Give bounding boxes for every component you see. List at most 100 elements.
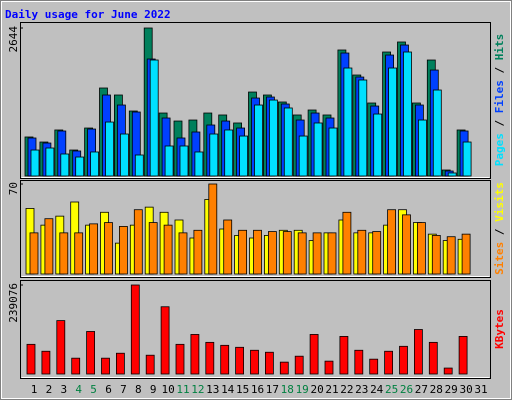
bar: [133, 209, 143, 275]
x-tick-label: 14: [221, 383, 235, 396]
x-tick-label: 11: [176, 383, 189, 396]
y-tick-label: 70: [7, 182, 20, 195]
bar: [354, 349, 364, 375]
x-tick-label: 10: [161, 383, 174, 396]
bar: [60, 153, 70, 177]
bar: [205, 341, 215, 375]
bar: [148, 222, 158, 275]
legend-entry: Sites: [493, 242, 506, 275]
x-tick-label: 3: [60, 383, 67, 396]
bar: [298, 135, 308, 177]
bar: [283, 107, 293, 177]
x-tick-label: 16: [251, 383, 264, 396]
bar: [357, 229, 367, 275]
bar: [446, 236, 456, 275]
x-tick-label: 2: [46, 383, 53, 396]
bar: [149, 59, 159, 177]
x-tick-label: 18: [281, 383, 294, 396]
bar: [282, 231, 292, 275]
x-tick-label: 19: [296, 383, 309, 396]
bar: [41, 350, 51, 375]
bar: [358, 79, 368, 177]
bar: [279, 361, 289, 375]
x-tick-label: 20: [310, 383, 323, 396]
bar: [462, 141, 472, 177]
bar: [175, 343, 185, 375]
x-tick-label: 25: [385, 383, 398, 396]
x-tick-label: 17: [266, 383, 279, 396]
bar: [59, 232, 69, 275]
x-tick-label: 29: [445, 383, 458, 396]
x-tick-label: 8: [135, 383, 142, 396]
bar: [369, 358, 379, 375]
bar: [250, 349, 259, 375]
legend: KBytes: [493, 309, 506, 349]
y-tick-label: 239076: [7, 283, 20, 323]
bar: [116, 352, 125, 375]
bar: [403, 51, 412, 177]
bar: [417, 119, 427, 177]
chart-title: Daily usage for June 2022: [5, 8, 171, 21]
bar: [253, 229, 262, 275]
bar: [343, 67, 353, 177]
legend-entry: KBytes: [493, 309, 506, 349]
bar: [239, 135, 249, 177]
bar: [74, 232, 84, 275]
bar: [254, 104, 263, 177]
legend-entry: Hits: [493, 34, 506, 61]
x-tick-label: 12: [191, 383, 204, 396]
bar: [209, 133, 219, 177]
bar: [101, 357, 110, 375]
x-tick-label: 21: [325, 383, 338, 396]
bar: [387, 209, 397, 275]
bar: [56, 320, 66, 375]
x-tick-label: 7: [120, 383, 127, 396]
bar: [294, 355, 304, 375]
bar: [86, 331, 95, 375]
x-tick-label: 1: [31, 383, 38, 396]
x-tick-label: 30: [459, 383, 472, 396]
bar: [428, 341, 438, 375]
x-tick-label: 15: [236, 383, 249, 396]
bar: [75, 156, 85, 177]
legend-separator: /: [493, 60, 506, 80]
bar: [30, 149, 40, 177]
bar: [224, 129, 234, 177]
bar: [328, 127, 338, 177]
bar: [324, 360, 334, 375]
bar: [447, 172, 457, 177]
bar: [312, 232, 322, 275]
bar: [235, 346, 245, 375]
bar: [402, 214, 411, 275]
bar: [44, 218, 54, 275]
legend-entry: Pages: [493, 133, 506, 166]
bar: [120, 133, 129, 177]
x-tick-label: 9: [150, 383, 157, 396]
bar: [134, 154, 144, 177]
bar: [309, 334, 319, 375]
x-tick-label: 22: [340, 383, 353, 396]
bar: [220, 344, 230, 375]
bar: [163, 224, 173, 275]
bar: [413, 329, 423, 375]
bar: [443, 367, 453, 375]
x-tick-label: 28: [430, 383, 443, 396]
y-tick-label: 2644: [7, 26, 20, 53]
x-tick-label: 27: [415, 383, 428, 396]
bar: [145, 354, 155, 375]
x-tick-label: 26: [400, 383, 413, 396]
bar: [416, 222, 426, 275]
bar: [268, 99, 278, 177]
bar: [71, 357, 81, 375]
bar: [264, 351, 274, 375]
x-tick-label: 23: [355, 383, 368, 396]
bar: [119, 226, 128, 275]
bar: [29, 232, 39, 275]
bar: [458, 336, 468, 375]
bar: [431, 235, 441, 275]
bar: [372, 231, 382, 275]
bar: [327, 232, 337, 275]
legend-entry: Files: [493, 80, 506, 113]
bar: [26, 343, 36, 375]
